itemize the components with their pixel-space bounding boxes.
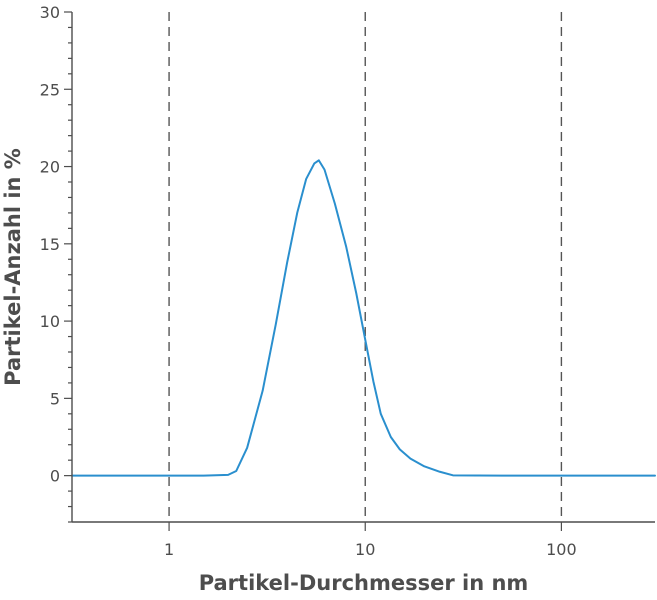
y-tick-label: 0: [50, 467, 60, 486]
y-tick-label: 10: [40, 312, 60, 331]
y-tick-label: 5: [50, 389, 60, 408]
series-layer: [71, 159, 656, 477]
axes: [71, 12, 655, 523]
gridlines: [168, 12, 563, 522]
y-tick-label: 20: [40, 158, 60, 177]
y-axis-title: Partikel-Anzahl in %: [1, 148, 25, 386]
x-tick-label: 100: [546, 540, 577, 559]
y-tick-label: 25: [40, 80, 60, 99]
x-tick-label: 1: [164, 540, 174, 559]
y-tick-label: 15: [40, 235, 60, 254]
x-tick-label: 10: [355, 540, 375, 559]
x-axis-title: Partikel-Durchmesser in nm: [199, 571, 529, 595]
ticks: 0 5 10 15 20 25 30 1 10 100: [40, 3, 577, 559]
series-line-0: [71, 159, 656, 477]
y-tick-label: 30: [40, 3, 60, 22]
